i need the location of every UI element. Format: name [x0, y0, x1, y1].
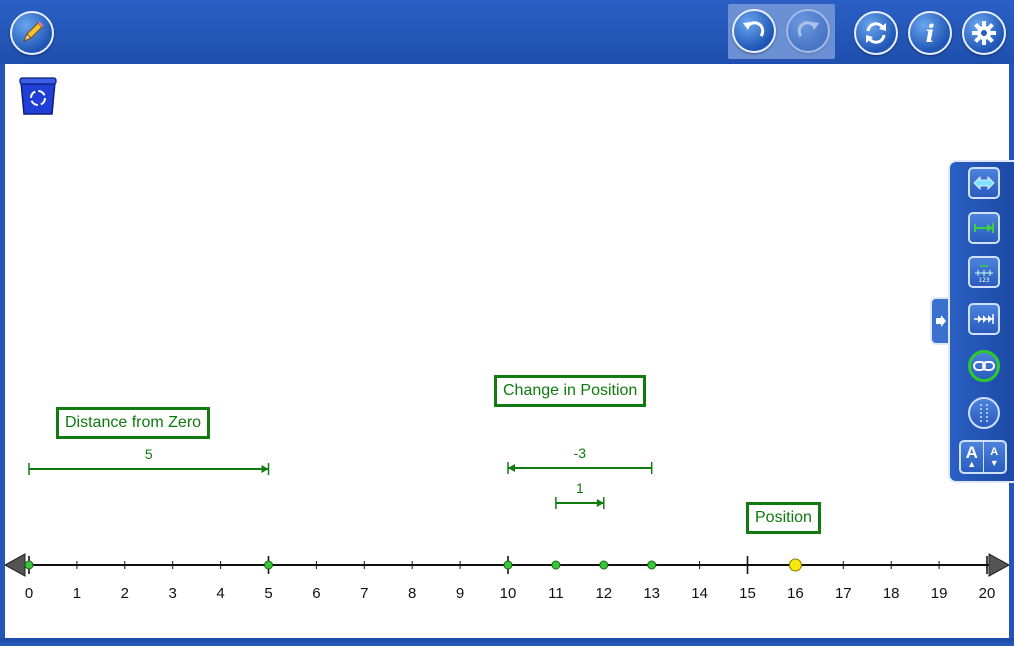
- number-line-point[interactable]: [503, 560, 513, 570]
- change-in-position-label[interactable]: Change in Position: [494, 375, 647, 407]
- recycle-bin-icon: [19, 77, 57, 115]
- jump-arrow-label: -3: [573, 445, 587, 461]
- jump-arrow-head: [596, 499, 604, 507]
- info-button[interactable]: i: [908, 11, 952, 55]
- tick-label: 19: [930, 585, 948, 602]
- tick-label: 12: [595, 585, 613, 602]
- redo-button[interactable]: [786, 9, 830, 53]
- arrow-right-icon: [936, 315, 946, 327]
- jump-arrow-icon: [974, 223, 994, 233]
- number-grid-icon: 123: [975, 265, 993, 284]
- number-grid-button[interactable]: 123: [968, 256, 1000, 288]
- number-line-point[interactable]: [264, 560, 273, 570]
- double-arrow-button[interactable]: [968, 167, 1000, 199]
- number-line-point[interactable]: [24, 560, 34, 570]
- tick-label: 14: [691, 585, 708, 602]
- number-line-svg: [5, 462, 1009, 577]
- undo-redo-group: [728, 4, 835, 59]
- tick-label: 11: [548, 585, 564, 602]
- triangle-up-icon: ▲: [967, 459, 977, 469]
- link-icon: [973, 361, 995, 371]
- info-icon: i: [925, 18, 935, 48]
- tick-label: 1: [72, 585, 82, 602]
- jump-arrow-label: 5: [144, 446, 153, 462]
- jump-arrow-head: [261, 465, 269, 473]
- distance-from-zero-label[interactable]: Distance from Zero: [56, 407, 211, 439]
- side-panel-toggle[interactable]: [930, 297, 950, 345]
- font-decrease-button[interactable]: A ▼: [984, 442, 1006, 472]
- pencil-button[interactable]: [10, 11, 54, 55]
- tick-label: 2: [120, 585, 129, 602]
- side-tool-panel: 123: [948, 160, 1014, 483]
- font-small-icon: A: [990, 446, 999, 458]
- tick-label: 5: [264, 585, 273, 602]
- tick-label: 16: [787, 585, 804, 602]
- settings-button[interactable]: [962, 11, 1006, 55]
- tick-label: 0: [24, 585, 34, 602]
- font-large-icon: A: [965, 443, 978, 462]
- number-line-point[interactable]: [647, 560, 657, 570]
- number-line-point[interactable]: [599, 560, 609, 570]
- tick-label: 17: [834, 585, 852, 602]
- double-arrow-icon: [973, 176, 995, 190]
- trash-bin[interactable]: [19, 76, 57, 116]
- number-line-point[interactable]: [551, 560, 561, 570]
- tick-label: 15: [739, 585, 756, 602]
- tick-label: 9: [455, 585, 465, 602]
- tick-label: 6: [312, 585, 321, 602]
- right-arrow-icon: [988, 553, 1009, 577]
- svg-text:123: 123: [978, 277, 990, 284]
- tick-label: 3: [168, 585, 177, 602]
- dashed-lines-button[interactable]: [968, 397, 1000, 429]
- font-increase-button[interactable]: A ▲: [961, 442, 984, 472]
- pencil-icon: [23, 21, 44, 42]
- tick-label: 10: [499, 585, 517, 602]
- tick-label: 18: [882, 585, 900, 602]
- jump-arrow-label: 1: [575, 480, 584, 496]
- tick-label: 20: [978, 585, 996, 602]
- redo-icon: [797, 21, 819, 37]
- position-label[interactable]: Position: [746, 502, 821, 534]
- font-size-control: A ▲ A ▼: [959, 440, 1007, 474]
- workspace-canvas[interactable]: Distance from Zero Change in Position Po…: [5, 64, 1009, 638]
- triangle-down-icon: ▼: [989, 458, 999, 468]
- gear-icon: [972, 21, 996, 45]
- reset-button[interactable]: [854, 11, 898, 55]
- undo-icon: [743, 21, 765, 37]
- position-point[interactable]: [788, 558, 802, 572]
- jump-arrow-head: [508, 464, 515, 472]
- skip-arrows-button[interactable]: [968, 303, 1000, 335]
- left-arrow-icon: [5, 553, 26, 577]
- link-button[interactable]: [968, 350, 1000, 382]
- refresh-icon: [866, 22, 886, 44]
- skip-arrows-icon: [974, 314, 994, 324]
- bottom-border: [0, 638, 1014, 646]
- tick-label: 7: [360, 585, 369, 602]
- tick-label: 8: [408, 585, 417, 602]
- dashed-lines-icon: [980, 404, 988, 422]
- undo-button[interactable]: [732, 9, 776, 53]
- top-toolbar: i: [0, 0, 1014, 64]
- jump-arrow-button[interactable]: [968, 212, 1000, 244]
- tick-label: 4: [216, 585, 225, 602]
- tick-label: 13: [643, 585, 661, 602]
